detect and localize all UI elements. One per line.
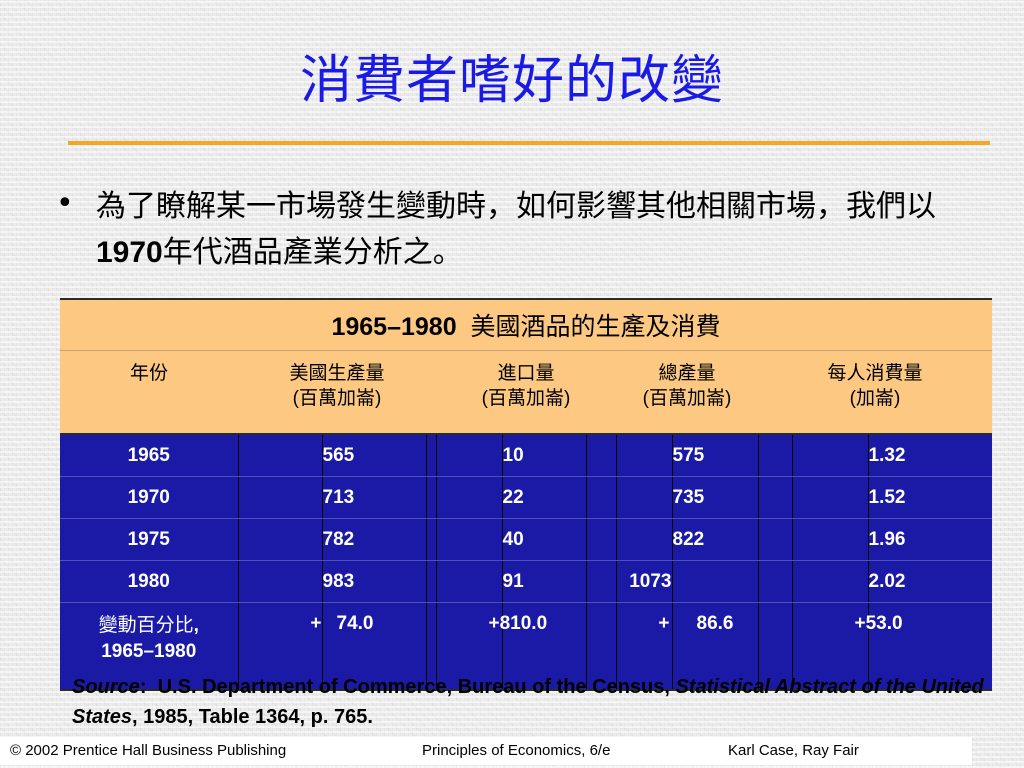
cell-total-value: 1073 xyxy=(629,570,672,592)
bullet-point: • 為了瞭解某一市場發生變動時，如何影響其他相關市場，我們以 1970年代酒品產業… xyxy=(56,184,996,276)
header-year-label: 年份 xyxy=(129,363,168,384)
table-caption: 1965–1980 美國酒品的生產及消費 xyxy=(60,298,992,351)
footer-book: Principles of Economics, 6/e xyxy=(422,742,611,759)
cell-total: 822 xyxy=(672,518,759,561)
cell-year: 1965 xyxy=(60,434,239,477)
footer-copyright: © 2002 Prentice Hall Business Publishing xyxy=(10,742,287,759)
table-caption-row: 1965–1980 美國酒品的生產及消費 xyxy=(60,298,992,351)
change-label-comma: , xyxy=(193,615,199,636)
header-per-capita-unit: (加崙) xyxy=(849,388,901,409)
cell-imports: 10 xyxy=(502,434,587,477)
table-row: 1970 713 22 735 1.52 xyxy=(60,476,992,519)
cell-production-change: 74.0 xyxy=(322,602,427,691)
bullet-year: 1970 xyxy=(96,236,163,269)
source-label: Source xyxy=(72,676,140,698)
cell-year: 1980 xyxy=(60,560,239,603)
table-row-change: 變動百分比, 1965–1980 + 74.0 +810.0 + 86.6 +53… xyxy=(60,602,992,691)
footer-bar: © 2002 Prentice Hall Business Publishing… xyxy=(0,737,972,765)
bullet-text-after: 年代酒品產業分析之。 xyxy=(162,235,463,270)
table-row: 1980 983 91 1073 2.02 xyxy=(60,560,992,603)
cell-imports: 40 xyxy=(502,518,587,561)
table-header-row: 年份 美國生產量 (百萬加崙) 進口量 (百萬加崙) 總產量 (百萬加崙) 每人消費量… xyxy=(60,350,992,435)
cell-total: 735 xyxy=(672,476,759,519)
table-row: 1965 565 10 575 1.32 xyxy=(60,434,992,477)
cell-imports: 22 xyxy=(502,476,587,519)
cell-production: 565 xyxy=(322,434,427,477)
cell-per-capita: 1.32 xyxy=(868,434,992,477)
bullet-text-before: 為了瞭解某一市場發生變動時，如何影響其他相關市場，我們以 xyxy=(96,189,936,224)
cell-per-capita: 1.52 xyxy=(868,476,992,519)
cell-per-capita: 2.02 xyxy=(868,560,992,603)
bullet-text: 為了瞭解某一市場發生變動時，如何影響其他相關市場，我們以 1970年代酒品產業分析… xyxy=(96,184,996,276)
cell-imports-change: +810.0 xyxy=(489,602,587,691)
cell-total-change: 86.6 xyxy=(672,602,759,691)
cell-per-capita-change: +53.0 xyxy=(855,602,992,691)
source-note: Source: U.S. Department of Commerce, Bur… xyxy=(72,672,1002,732)
cell-per-capita: 1.96 xyxy=(868,518,992,561)
header-imports-unit: (百萬加崙) xyxy=(481,388,571,409)
header-production-unit: (百萬加崙) xyxy=(292,388,382,409)
source-text1: U.S. Department of Commerce, Bureau of t… xyxy=(157,676,670,698)
cell-year: 1975 xyxy=(60,518,239,561)
cell-total-sign: + xyxy=(616,602,673,691)
header-total: 總產量 (百萬加崙) xyxy=(616,350,758,435)
cell-total: 575 xyxy=(672,434,759,477)
caption-years: 1965–1980 xyxy=(331,313,457,341)
bullet-dot-icon: • xyxy=(56,186,74,221)
header-total-unit: (百萬加崙) xyxy=(642,388,732,409)
cell-production: 713 xyxy=(322,476,427,519)
footer-authors: Karl Case, Ray Fair xyxy=(728,742,859,759)
cell-imports: 91 xyxy=(502,560,587,603)
header-per-capita-label: 每人消費量 xyxy=(827,363,923,384)
title-underline xyxy=(68,141,990,145)
header-production-label: 美國生產量 xyxy=(289,363,385,384)
slide-title: 消費者嗜好的改變 xyxy=(299,51,724,111)
cell-production-sign: + xyxy=(238,602,323,691)
header-per-capita: 每人消費量 (加崙) xyxy=(758,350,992,435)
header-imports-label: 進口量 xyxy=(497,363,555,384)
wine-data-table: 1965–1980 美國酒品的生產及消費 年份 美國生產量 (百萬加崙) 進口量 (… xyxy=(60,298,992,691)
caption-text: 美國酒品的生產及消費 xyxy=(470,313,721,341)
cell-year: 1970 xyxy=(60,476,239,519)
header-total-label: 總產量 xyxy=(658,363,716,384)
header-production: 美國生產量 (百萬加崙) xyxy=(238,350,436,435)
cell-production: 983 xyxy=(322,560,427,603)
header-year: 年份 xyxy=(60,350,238,435)
source-italic: Statistical Abstract of the United State… xyxy=(72,676,984,728)
table-row: 1975 782 40 822 1.96 xyxy=(60,518,992,561)
change-label-line2: 1965–1980 xyxy=(101,641,197,662)
source-colon: : xyxy=(139,676,147,698)
source-text2: , 1985, Table 1364, p. 765. xyxy=(132,706,373,728)
cell-production: 782 xyxy=(322,518,427,561)
cell-total: 1073 xyxy=(616,560,673,603)
change-label-line1: 變動百分比 xyxy=(98,615,194,636)
header-imports: 進口量 (百萬加崙) xyxy=(436,350,616,435)
cell-change-label: 變動百分比, 1965–1980 xyxy=(60,602,239,691)
